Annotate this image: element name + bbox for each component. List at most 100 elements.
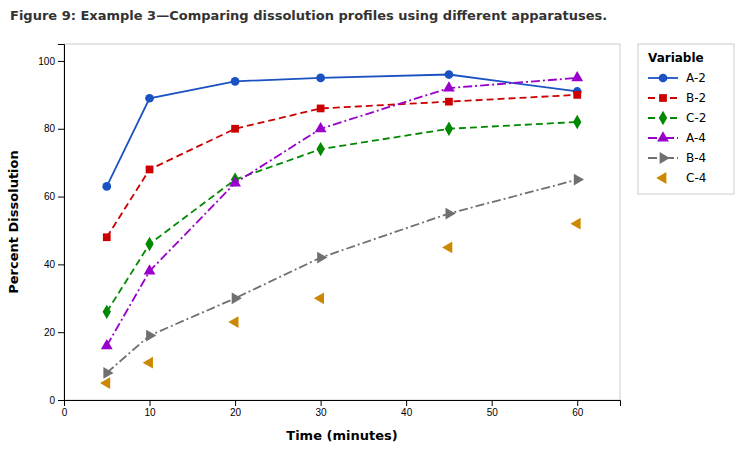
legend-item: A-2 (648, 71, 706, 85)
legend-swatch-marker (659, 74, 668, 83)
title: Figure 9: Example 3—Comparing dissolutio… (10, 8, 607, 23)
tick-mark (58, 129, 64, 130)
legend-item: B-4 (648, 151, 706, 165)
tick-label: 20 (230, 407, 242, 418)
tick: 80 (44, 123, 64, 134)
tick: 20 (44, 327, 64, 338)
point (571, 71, 583, 81)
legend-swatch-marker (656, 172, 666, 184)
point (445, 122, 453, 136)
series-line (107, 75, 577, 187)
tick-mark (58, 264, 64, 265)
tick-mark (58, 61, 64, 62)
tick-label: 80 (44, 123, 56, 134)
legend-label: C-2 (686, 111, 706, 125)
tick-label: 100 (38, 56, 55, 67)
series-line (107, 78, 577, 346)
point (103, 367, 113, 379)
series (103, 115, 582, 319)
point (314, 292, 324, 304)
series-line (107, 180, 577, 373)
tick-mark (577, 400, 578, 406)
point (574, 174, 584, 186)
point (101, 339, 113, 349)
tick: 60 (44, 191, 64, 202)
tick-label: 0 (62, 407, 68, 418)
tick: 60 (572, 400, 584, 418)
tick-mark (406, 400, 407, 406)
legend-label: B-4 (686, 151, 706, 165)
legend-box (638, 44, 734, 194)
point (146, 166, 154, 174)
tick-mark (235, 400, 236, 406)
point (316, 74, 325, 83)
series-line (107, 95, 577, 237)
tick-label: 60 (572, 407, 584, 418)
tick-label: 40 (401, 407, 413, 418)
tick-mark (150, 400, 151, 406)
marks (100, 70, 584, 389)
legend-swatch-marker (659, 94, 667, 102)
legend-item: C-4 (656, 171, 706, 185)
series (103, 174, 584, 379)
point (103, 305, 111, 319)
legend-item: A-4 (648, 131, 706, 145)
plot-frame (64, 44, 620, 400)
series (103, 91, 581, 241)
axis-line (65, 401, 621, 407)
legend-swatch-marker (660, 152, 670, 164)
point (442, 242, 452, 254)
legend-label: A-2 (686, 71, 706, 85)
point (445, 98, 453, 106)
legend-item: B-2 (648, 91, 706, 105)
legend-swatch-marker (657, 131, 669, 141)
legend-label: B-2 (686, 91, 706, 105)
tick-label: 20 (44, 327, 56, 338)
tick-label: 30 (316, 407, 328, 418)
point (573, 91, 581, 99)
tick: 30 (316, 400, 328, 418)
point (145, 237, 153, 251)
plot: 0 10 20 30 40 50 60 0 20 40 60 80 100 (38, 44, 620, 418)
point (146, 330, 156, 342)
point (144, 264, 156, 274)
series (101, 71, 583, 349)
tick: 0 (49, 395, 64, 406)
point (573, 115, 581, 129)
tick-mark (58, 332, 64, 333)
point (102, 182, 111, 191)
point (232, 292, 242, 304)
point (443, 81, 455, 91)
tick-label: 0 (49, 395, 55, 406)
legend-title: Variable (648, 51, 704, 65)
tick-mark (58, 197, 64, 198)
x-axis: 0 10 20 30 40 50 60 (62, 400, 621, 418)
point (103, 233, 111, 241)
tick: 0 (62, 400, 68, 418)
series (102, 70, 581, 191)
legend-label: A-4 (686, 131, 706, 145)
tick-mark (58, 400, 64, 401)
tick: 40 (44, 259, 64, 270)
point (229, 176, 241, 186)
point (315, 122, 327, 132)
tick-label: 50 (487, 407, 499, 418)
legend-label: C-4 (686, 171, 706, 185)
tick: 20 (230, 400, 242, 418)
point (231, 125, 239, 133)
tick-mark (492, 400, 493, 406)
tick: 50 (487, 400, 499, 418)
tick-label: 40 (44, 259, 56, 270)
point (446, 208, 456, 220)
point (143, 357, 153, 369)
point (316, 142, 324, 156)
point (145, 94, 154, 103)
legend-swatch-marker (659, 111, 667, 125)
point (317, 105, 325, 113)
point (570, 218, 580, 230)
y-axis-title: Percent Dissolution (6, 150, 21, 294)
point (228, 316, 238, 328)
tick: 10 (144, 400, 156, 418)
point (231, 77, 240, 86)
tick: 40 (401, 400, 413, 418)
